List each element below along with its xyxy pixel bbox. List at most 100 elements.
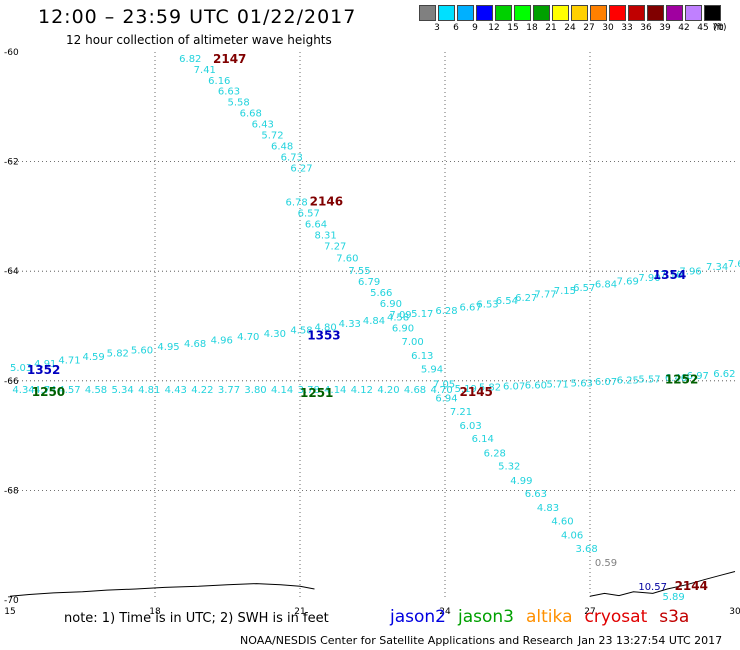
coastline — [10, 572, 735, 597]
wave-height-value: 3.77 — [218, 385, 240, 396]
pass-label: 1353 — [307, 329, 340, 343]
wave-height-value: 7.41 — [194, 65, 216, 76]
wave-height-value: 4.58 — [387, 313, 409, 324]
wave-height-value: 7.00 — [402, 337, 424, 348]
wave-height-value: 6.90 — [392, 323, 414, 334]
satellite-name: altika — [526, 607, 573, 627]
wave-height-value: 4.58 — [85, 385, 107, 396]
wave-height-value: 6.63 — [218, 87, 240, 98]
wave-height-value: 5.57 — [638, 374, 660, 385]
lat-tick-label: -68 — [4, 486, 19, 496]
pass-label: 1354 — [653, 268, 686, 282]
wave-height-value: 4.12 — [351, 385, 373, 396]
wave-height-value: 4.71 — [58, 355, 80, 366]
wave-height-value: 5.34 — [112, 385, 134, 396]
wave-height-value: 6.79 — [358, 277, 380, 288]
pass-label: 1251 — [300, 386, 333, 400]
wave-height-value: 7.60 — [336, 253, 358, 264]
wave-height-value: 7.69 — [617, 276, 639, 287]
wave-height-value: 6.57 — [573, 283, 595, 294]
wave-height-value: 6.27 — [290, 163, 312, 174]
pass-label: 2145 — [460, 385, 493, 399]
wave-height-value: 5.66 — [370, 288, 392, 299]
wave-height-value: 5.71 — [547, 379, 569, 390]
wave-height-value: 5.17 — [411, 309, 433, 320]
wave-height-value: 4.95 — [157, 342, 179, 353]
wave-height-value: 6.03 — [460, 421, 482, 432]
wave-height-value: 6.82 — [179, 54, 201, 65]
wave-height-value: 7.21 — [450, 407, 472, 418]
pass-label: 2147 — [213, 52, 246, 66]
lat-tick-label: -66 — [4, 377, 19, 387]
pass-label: 1352 — [27, 363, 60, 377]
wave-height-value: 4.70 — [237, 332, 259, 343]
lat-tick-label: -62 — [4, 158, 19, 168]
wave-height-value: 5.82 — [107, 349, 129, 360]
wave-height-value: 5.32 — [498, 462, 520, 473]
wave-height-value: 6.57 — [298, 208, 320, 219]
satellite-legend: jason2 jason3 altika cryosat s3a — [390, 607, 701, 627]
pass-label: 2146 — [310, 194, 343, 208]
wave-height-value: 6.07 — [595, 377, 617, 388]
generated-timestamp: Jan 23 13:27:54 UTC 2017 — [578, 634, 722, 647]
wave-height-value: 8.31 — [315, 230, 337, 241]
wave-height-value: 6.28 — [484, 448, 506, 459]
wave-height-value: 6.90 — [380, 299, 402, 310]
wave-height-value: 6.68 — [240, 109, 262, 120]
satellite-name: cryosat — [585, 607, 648, 627]
wave-height-value: 6.13 — [411, 351, 433, 362]
wave-height-value: 4.81 — [138, 385, 160, 396]
wave-height-value: 4.06 — [561, 531, 583, 542]
wave-height-value: 5.89 — [663, 592, 685, 603]
wave-height-value: 4.70 — [431, 385, 453, 396]
wave-height-value: 3.68 — [576, 544, 598, 555]
wave-height-value: 7.27 — [324, 241, 346, 252]
credit-line: NOAA/NESDIS Center for Satellite Applica… — [240, 634, 573, 647]
wave-height-value: 6.07 — [503, 382, 525, 393]
wave-height-value: 4.68 — [404, 385, 426, 396]
coastline-segment — [10, 584, 315, 597]
wave-height-value: 0.59 — [595, 558, 617, 569]
satellite-name: s3a — [659, 607, 689, 627]
footer-note: note: 1) Time is in UTC; 2) SWH is in fe… — [64, 611, 329, 626]
wave-height-value: 5.72 — [261, 131, 283, 142]
wave-height-value: 5.60 — [131, 345, 153, 356]
wave-height-value: 6.48 — [271, 142, 293, 153]
wave-height-value: 6.78 — [286, 197, 308, 208]
lon-tick-label: 15 — [4, 607, 15, 617]
wave-height-value: 4.84 — [363, 316, 385, 327]
wave-height-value: 5.58 — [228, 98, 250, 109]
lon-tick-label: 30 — [729, 607, 740, 617]
wave-height-value: 6.16 — [208, 76, 230, 87]
wave-height-value: 6.14 — [472, 434, 494, 445]
wave-height-value: 6.25 — [617, 376, 639, 387]
wave-height-value: 7.55 — [348, 266, 370, 277]
wave-height-value: 4.43 — [165, 385, 187, 396]
wave-height-value: 6.62 — [713, 369, 735, 380]
wave-height-value: 4.14 — [271, 385, 293, 396]
wave-height-value: 6.64 — [305, 219, 327, 230]
wave-height-value: 4.60 — [551, 516, 573, 527]
wave-height-value: 4.99 — [510, 476, 532, 487]
wave-height-value: 6.28 — [435, 306, 457, 317]
lat-tick-label: -64 — [4, 267, 19, 277]
lat-tick-label: -70 — [4, 596, 19, 606]
lat-tick-label: -60 — [4, 48, 19, 58]
wave-height-value: 4.68 — [184, 339, 206, 350]
wave-height-value: 3.80 — [244, 385, 266, 396]
wave-height-value: 7.67 — [728, 259, 740, 270]
wave-height-value: 7.34 — [706, 262, 728, 273]
wave-height-value: 6.60 — [525, 380, 547, 391]
wave-height-value: 6.43 — [252, 120, 274, 131]
wave-height-value: 5.94 — [421, 365, 443, 376]
wave-height-value: 4.20 — [377, 385, 399, 396]
wave-height-value: 4.30 — [264, 329, 286, 340]
wave-height-value: 4.83 — [537, 503, 559, 514]
wave-height-value: 4.96 — [211, 336, 233, 347]
satellite-name: jason2 — [390, 607, 446, 627]
axis-tick-labels: -60-62-64-66-68-7015 18 21 24 27 30 — [4, 48, 740, 617]
wave-height-value: 4.59 — [83, 352, 105, 363]
wave-height-value: 6.63 — [525, 489, 547, 500]
wave-height-value: 5.63 — [571, 378, 593, 389]
pass-label: 2144 — [675, 579, 708, 593]
